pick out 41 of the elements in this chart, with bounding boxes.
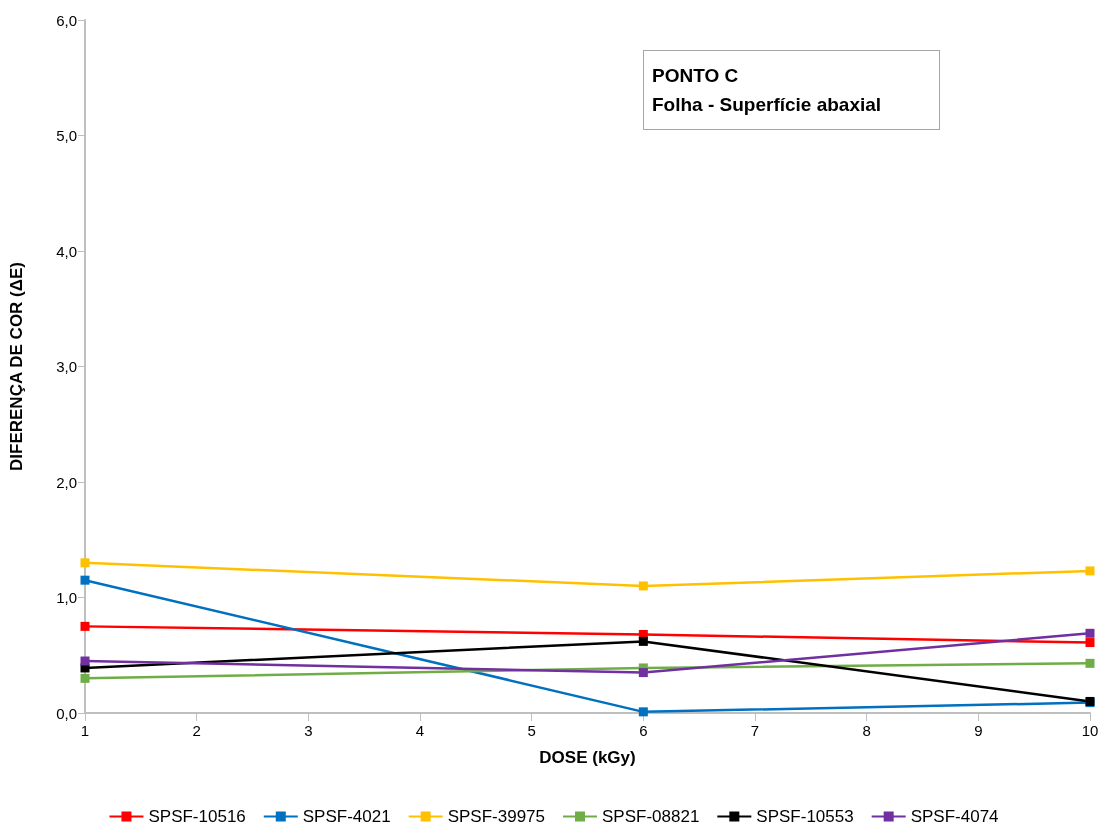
y-tick-label: 6,0 [56,11,77,29]
y-tick-label: 0,0 [56,704,77,722]
x-tick-label: 9 [974,722,983,739]
y-tick-label: 2,0 [56,473,77,491]
legend-label: SPSF-4021 [302,807,391,826]
point [80,558,90,568]
x-axis-title: DOSE (kGy) [539,748,636,767]
x-tick-label: 10 [1081,722,1099,739]
x-tick-label: 4 [415,722,425,739]
point [1085,628,1095,638]
x-tick-label: 6 [639,722,648,739]
point [638,636,648,646]
legend-label: SPSF-10516 [148,807,246,826]
y-tick-label: 3,0 [56,358,77,375]
annotation: Folha - Superfície abaxial [652,93,883,117]
x-tick-label: 5 [527,722,536,739]
point [638,668,648,678]
point [80,575,90,585]
x-tick-label: 3 [304,722,313,739]
point [80,621,90,631]
legend-label: SPSF-08821 [602,807,700,826]
y-tick-label: 1,0 [56,589,77,606]
point [1085,566,1095,576]
y-tick-label: 4,0 [56,242,77,260]
point [80,673,90,683]
point [638,581,648,591]
x-tick-label: 7 [750,722,760,739]
point [638,707,648,717]
x-tick-label: 8 [862,722,871,739]
annotation: PONTO C [652,64,740,88]
x-tick-label: 2 [192,722,201,739]
legend-label: SPSF-39975 [447,807,546,826]
x-tick-label: 1 [80,722,90,739]
legend-label: SPSF-10553 [756,807,854,826]
point [1085,638,1095,648]
point [80,656,90,666]
y-tick-label: 5,0 [56,127,77,144]
y-axis-title: DIFERENÇA DE COR (ΔE) [7,262,26,471]
point [1085,658,1095,668]
note-box: PONTO C Folha - Superfície abaxial [643,50,940,130]
legend-label: SPSF-4074 [910,807,999,826]
